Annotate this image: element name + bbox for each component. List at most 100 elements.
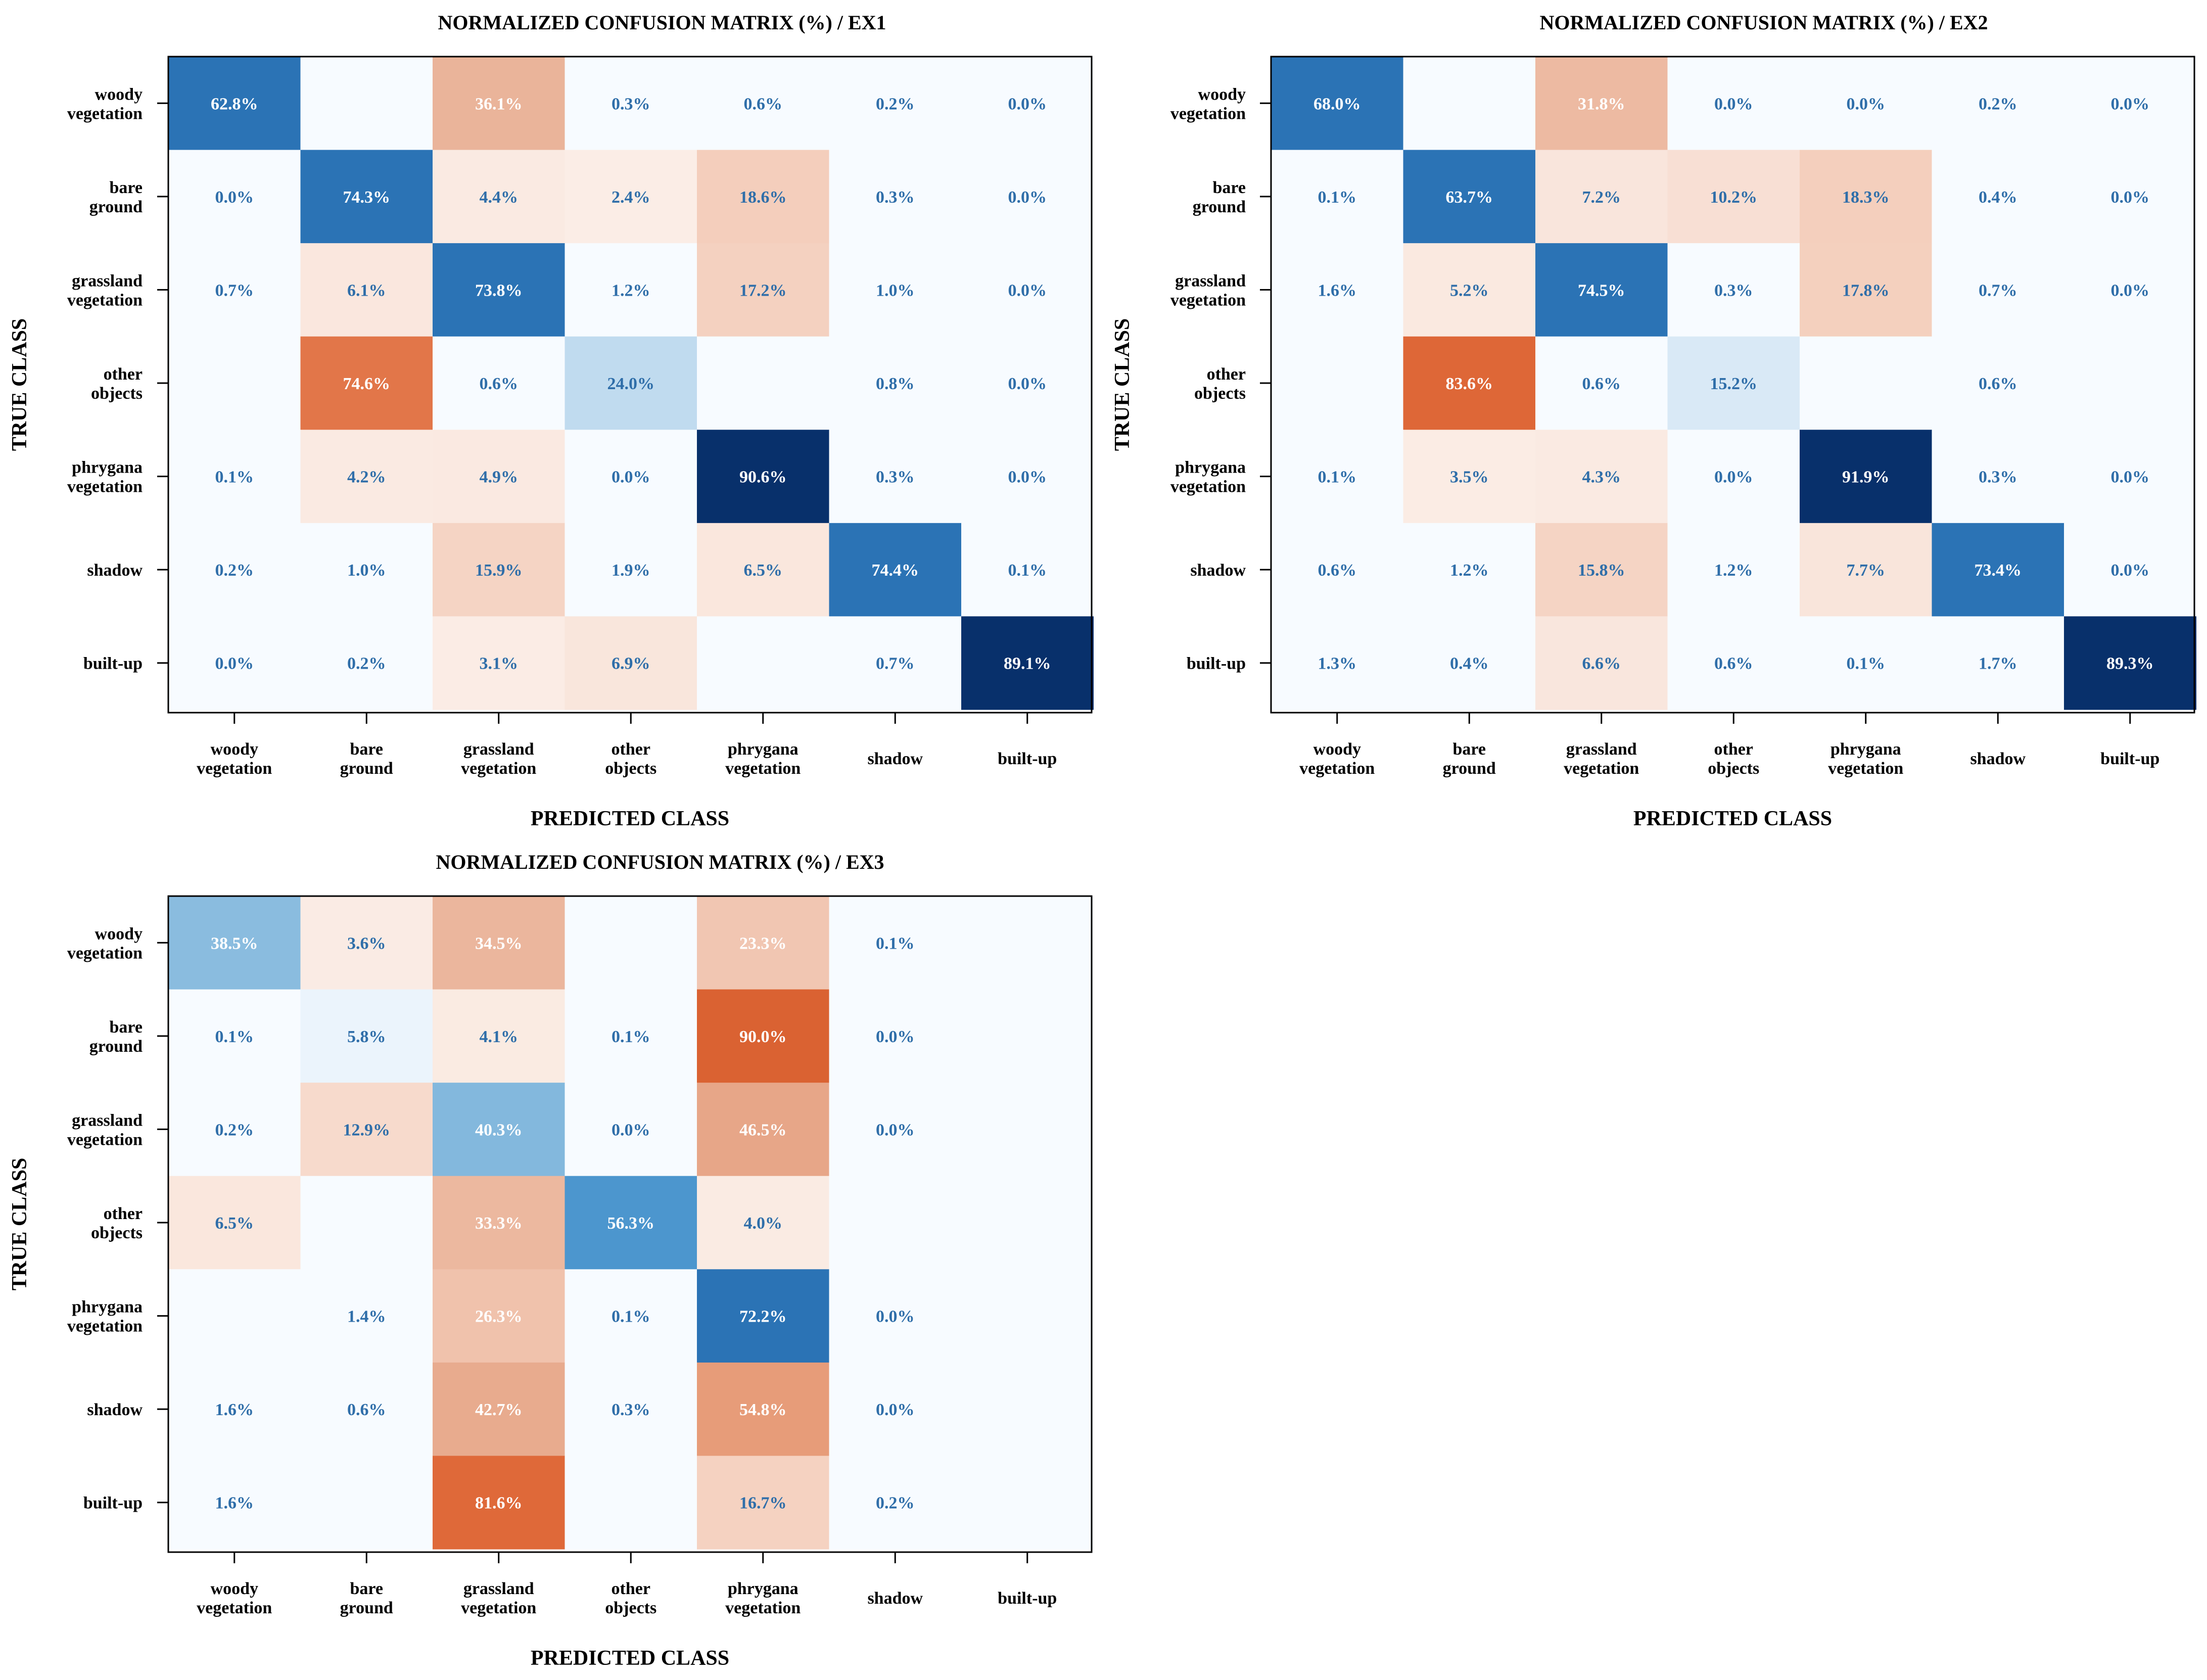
cell-value-label: 1.2% [1450, 561, 1489, 580]
chart-title: NORMALIZED CONFUSION MATRIX (%) / EX3 [436, 851, 884, 873]
y-tick-label: grassland [1175, 271, 1246, 290]
matrix-cell [1535, 336, 1668, 430]
cell-value-label: 0.0% [876, 1401, 915, 1419]
y-tick-label: other [1207, 365, 1246, 384]
matrix-cell [565, 430, 697, 524]
cell-value-label: 0.0% [1847, 95, 1886, 113]
cell-value-label: 0.1% [215, 1028, 254, 1046]
x-tick-label: objects [1708, 759, 1759, 778]
y-tick-label: built-up [1187, 655, 1246, 673]
x-tick-label: built-up [2100, 750, 2159, 768]
cell-value-label: 0.3% [1979, 468, 2017, 487]
matrix-cell [829, 336, 962, 430]
cell-value-label: 0.6% [1714, 655, 1753, 673]
cell-value-label: 0.4% [1450, 655, 1489, 673]
matrix-cell [2064, 57, 2196, 151]
matrix-cell [961, 1083, 1094, 1177]
cell-value-label: 6.9% [612, 655, 650, 673]
matrix-cell [829, 896, 962, 990]
cell-value-label: 1.9% [612, 561, 650, 580]
matrix-frame [167, 895, 1093, 1553]
cell-value-label: 0.6% [480, 375, 519, 393]
x-tick-label: objects [605, 759, 656, 778]
matrix-cell [1271, 150, 1403, 244]
matrix-frame [167, 56, 1093, 714]
matrix-cell [433, 1362, 565, 1456]
matrix-cell [1932, 57, 2064, 151]
y-tick-label: woody [1198, 85, 1246, 104]
y-tick-label: built-up [83, 1494, 143, 1513]
y-tick-label: shadow [87, 561, 143, 580]
cell-value-label: 0.7% [1979, 281, 2017, 300]
y-tick-label: vegetation [67, 944, 143, 962]
chart-title: NORMALIZED CONFUSION MATRIX (%) / EX1 [438, 11, 886, 34]
cell-value-label: 0.2% [876, 1494, 915, 1513]
cell-value-label: 81.6% [475, 1494, 523, 1513]
y-tick-label: shadow [87, 1401, 143, 1419]
cell-value-label: 73.4% [1975, 561, 2022, 580]
y-tick-label: vegetation [1170, 291, 1246, 309]
cell-value-label: 3.1% [480, 655, 519, 673]
x-tick-label: vegetation [197, 759, 272, 778]
cell-value-label: 74.4% [872, 561, 919, 580]
y-tick-label: objects [91, 384, 143, 403]
cell-value-label: 0.0% [2111, 561, 2150, 580]
matrix-cell [433, 1456, 565, 1550]
x-tick-label: vegetation [1299, 759, 1375, 778]
y-tick-label: vegetation [1170, 478, 1246, 496]
matrix-cell [961, 243, 1094, 337]
cell-value-label: 0.3% [876, 188, 915, 207]
x-tick-label: phrygana [1830, 740, 1901, 759]
cell-value-label: 0.0% [2111, 95, 2150, 113]
cell-value-label: 0.6% [1979, 375, 2017, 393]
matrix-cell [168, 1176, 301, 1270]
matrix-cell [565, 336, 697, 430]
matrix-cell [2064, 430, 2196, 524]
matrix-cell [565, 243, 697, 337]
cell-value-label: 38.5% [211, 934, 258, 953]
y-tick-label: vegetation [1170, 104, 1246, 123]
y-tick-label: bare [110, 178, 143, 197]
matrix-cell [300, 989, 433, 1083]
matrix-cell [697, 150, 829, 244]
matrix-cell [697, 1362, 829, 1456]
matrix-cell [300, 523, 433, 617]
y-tick-label: objects [1194, 384, 1246, 403]
cell-value-label: 16.7% [739, 1494, 787, 1513]
cell-value-label: 1.0% [876, 281, 915, 300]
matrix-cell [565, 989, 697, 1083]
cell-value-label: 0.2% [347, 655, 386, 673]
cell-value-label: 15.8% [1578, 561, 1625, 580]
x-tick-label: shadow [867, 1589, 923, 1608]
cell-value-label: 1.6% [215, 1401, 254, 1419]
cell-value-label: 0.1% [1847, 655, 1886, 673]
cell-value-label: 0.3% [612, 95, 650, 113]
matrix-cell [300, 336, 433, 430]
cell-value-label: 40.3% [475, 1121, 523, 1139]
x-tick-label: vegetation [197, 1599, 272, 1617]
cell-value-label: 36.1% [475, 95, 523, 113]
cell-value-label: 0.1% [612, 1028, 650, 1046]
matrix-cell [300, 1269, 433, 1363]
y-tick-label: other [104, 365, 143, 384]
matrix-cell [1271, 336, 1403, 430]
cell-value-label: 74.6% [343, 375, 391, 393]
matrix-cell [168, 989, 301, 1083]
matrix-cell [565, 1176, 697, 1270]
matrix-cell [168, 150, 301, 244]
matrix-cell [1932, 336, 2064, 430]
x-tick-label: vegetation [725, 759, 801, 778]
matrix-cell [1932, 616, 2064, 710]
matrix-cell [168, 430, 301, 524]
x-tick-label: vegetation [461, 759, 536, 778]
matrix-cell [829, 57, 962, 151]
cell-value-label: 89.3% [2106, 655, 2154, 673]
x-tick-label: woody [1313, 740, 1361, 759]
cell-value-label: 0.6% [744, 95, 783, 113]
matrix-cell [1667, 150, 1800, 244]
cell-value-label: 74.3% [343, 188, 391, 207]
matrix-cell [829, 150, 962, 244]
y-tick-label: vegetation [67, 1317, 143, 1336]
matrix-cell [961, 336, 1094, 430]
matrix-cell [300, 896, 433, 990]
